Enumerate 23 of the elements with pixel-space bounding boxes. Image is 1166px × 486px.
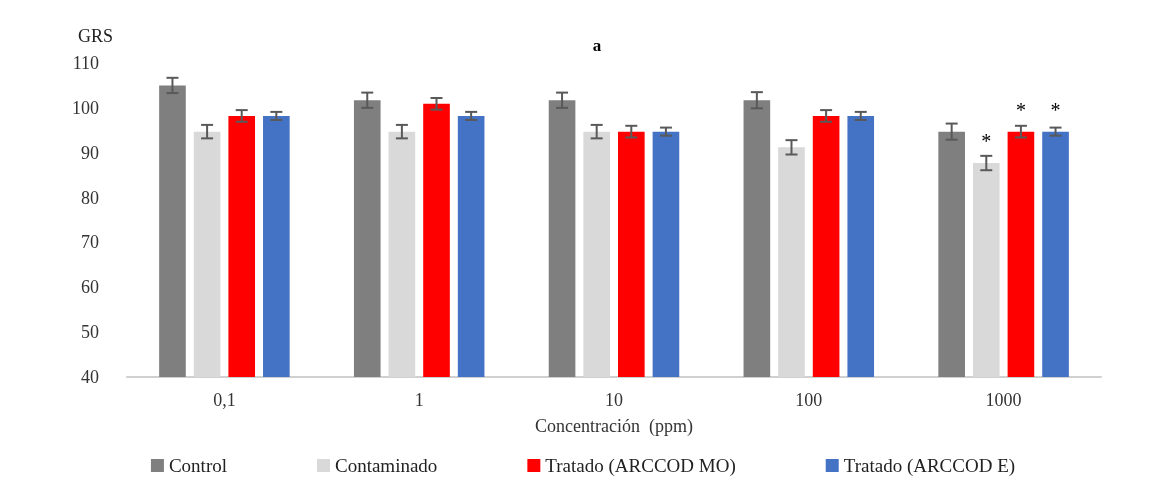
legend-label: Tratado (ARCCOD MO)	[545, 455, 736, 477]
y-tick-label: 110	[72, 53, 99, 73]
y-axis-title: GRS	[77, 26, 113, 46]
x-tick-label: 1000	[985, 390, 1022, 410]
data-label: *	[1015, 98, 1026, 121]
chart-title: a	[592, 36, 602, 55]
legend-label: Control	[168, 455, 227, 476]
y-tick-label: 50	[81, 322, 99, 343]
x-tick-label: 10	[605, 390, 623, 410]
legend-label: Contaminado	[334, 455, 438, 476]
x-axis-title: Concentración (ppm)	[535, 416, 693, 437]
y-tick-label: 70	[81, 232, 99, 253]
x-tick-label: 100	[795, 390, 823, 410]
y-tick-label: 80	[81, 187, 99, 208]
data-label: *	[981, 130, 992, 153]
legend-label: Tratado (ARCCOD E)	[843, 455, 1016, 477]
y-tick-label: 60	[81, 277, 99, 298]
y-tick-label: 40	[81, 367, 99, 387]
x-tick-label: 0,1	[213, 390, 236, 410]
y-tick-label: 100	[72, 97, 99, 118]
data-label: *	[1050, 98, 1061, 121]
x-tick-label: 1	[414, 390, 424, 410]
y-tick-label: 90	[81, 142, 99, 163]
